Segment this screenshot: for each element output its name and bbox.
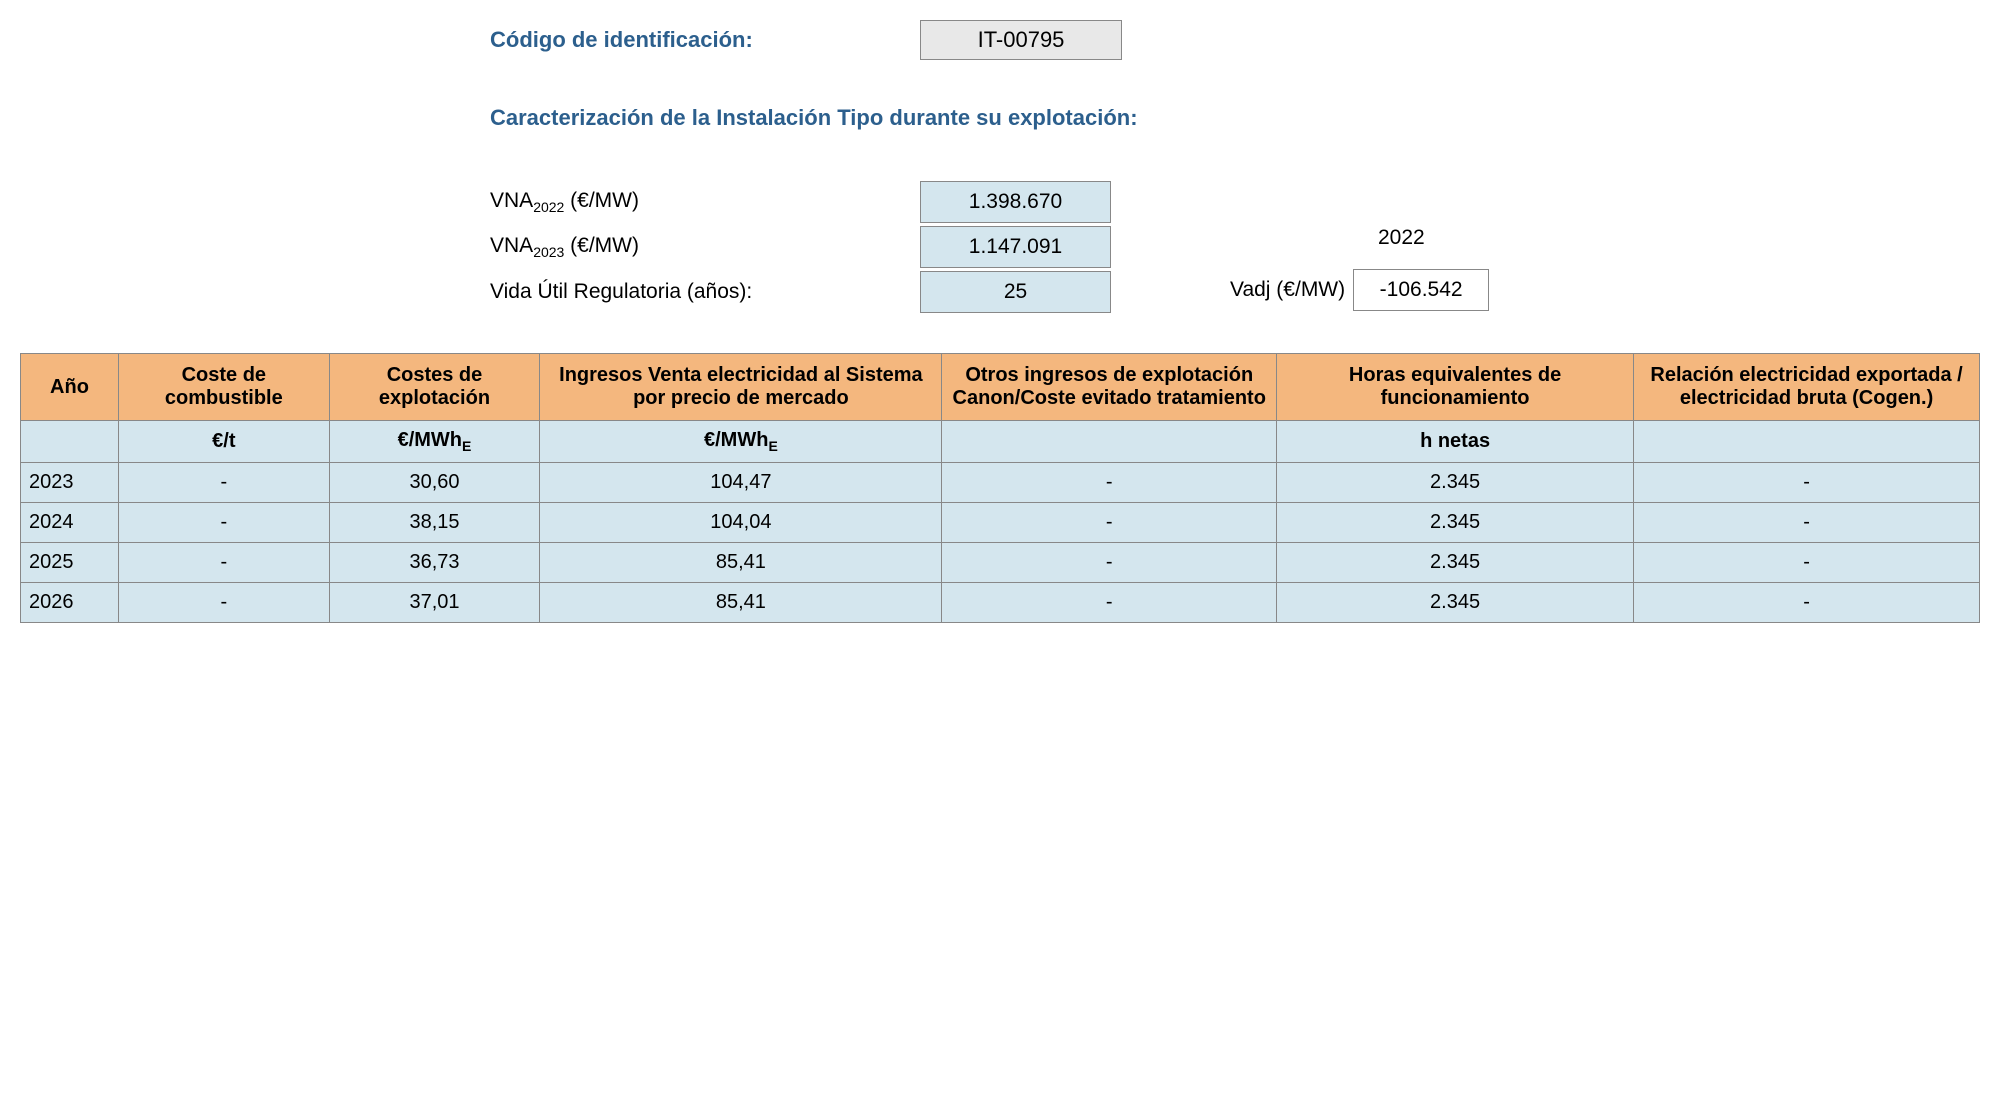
cell-ingresos: 104,04 — [540, 503, 942, 543]
cell-horas: 2.345 — [1277, 463, 1634, 503]
cell-otros: - — [942, 583, 1277, 623]
vna2023-value: 1.147.091 — [920, 226, 1111, 268]
param-rows: VNA2022 (€/MW) 1.398.670 VNA2023 (€/MW) … — [490, 181, 1980, 313]
cell-ano: 2025 — [21, 543, 119, 583]
cell-combustible: - — [119, 583, 330, 623]
vna2022-label: VNA2022 (€/MW) — [490, 189, 920, 215]
cell-relacion: - — [1634, 583, 1980, 623]
units-relacion — [1634, 421, 1980, 463]
vna2022-row: VNA2022 (€/MW) 1.398.670 — [490, 181, 1980, 223]
cell-horas: 2.345 — [1277, 503, 1634, 543]
table-row: 2023-30,60104,47-2.345- — [21, 463, 1980, 503]
units-combustible: €/t — [119, 421, 330, 463]
cell-relacion: - — [1634, 503, 1980, 543]
cell-combustible: - — [119, 543, 330, 583]
cell-otros: - — [942, 503, 1277, 543]
document-container: Código de identificación: IT-00795 Carac… — [20, 20, 1980, 623]
cell-costes: 36,73 — [329, 543, 540, 583]
header-row: Año Coste de combustible Costes de explo… — [21, 354, 1980, 421]
vida-label: Vida Útil Regulatoria (años): — [490, 280, 920, 304]
data-table: Año Coste de combustible Costes de explo… — [20, 353, 1980, 623]
cell-ano: 2026 — [21, 583, 119, 623]
table-row: 2025-36,7385,41-2.345- — [21, 543, 1980, 583]
cell-horas: 2.345 — [1277, 583, 1634, 623]
th-combustible: Coste de combustible — [119, 354, 330, 421]
year-label: 2022 — [1378, 226, 1425, 250]
vna2023-sub: 2023 — [533, 244, 564, 260]
units-otros — [942, 421, 1277, 463]
table-body: €/t€/MWhE€/MWhEh netas2023-30,60104,47-2… — [21, 421, 1980, 623]
table-header: Año Coste de combustible Costes de explo… — [21, 354, 1980, 421]
cell-otros: - — [942, 543, 1277, 583]
table-row: 2024-38,15104,04-2.345- — [21, 503, 1980, 543]
vadj-row: Vadj (€/MW) -106.542 — [1230, 269, 1489, 311]
vida-value: 25 — [920, 271, 1111, 313]
cell-ingresos: 104,47 — [540, 463, 942, 503]
cell-costes: 38,15 — [329, 503, 540, 543]
cell-ano: 2024 — [21, 503, 119, 543]
units-ano — [21, 421, 119, 463]
cell-costes: 30,60 — [329, 463, 540, 503]
cell-costes: 37,01 — [329, 583, 540, 623]
vna2023-prefix: VNA — [490, 234, 533, 257]
units-row: €/t€/MWhE€/MWhEh netas — [21, 421, 1980, 463]
vna2023-unit: (€/MW) — [564, 234, 639, 257]
id-row: Código de identificación: IT-00795 — [490, 20, 1980, 60]
units-horas: h netas — [1277, 421, 1634, 463]
cell-relacion: - — [1634, 463, 1980, 503]
cell-ano: 2023 — [21, 463, 119, 503]
vadj-value: -106.542 — [1353, 269, 1489, 311]
header-section: Código de identificación: IT-00795 Carac… — [490, 20, 1980, 313]
th-ingresos: Ingresos Venta electricidad al Sistema p… — [540, 354, 942, 421]
th-horas: Horas equivalentes de funcionamiento — [1277, 354, 1634, 421]
vna2022-value: 1.398.670 — [920, 181, 1111, 223]
vna2022-sub: 2022 — [533, 199, 564, 215]
units-ingresos: €/MWhE — [540, 421, 942, 463]
units-costes: €/MWhE — [329, 421, 540, 463]
section-title: Caracterización de la Instalación Tipo d… — [490, 105, 1980, 131]
vadj-label: Vadj (€/MW) — [1230, 278, 1345, 302]
vna2022-prefix: VNA — [490, 189, 533, 212]
id-label: Código de identificación: — [490, 27, 920, 53]
cell-ingresos: 85,41 — [540, 543, 942, 583]
table-row: 2026-37,0185,41-2.345- — [21, 583, 1980, 623]
cell-horas: 2.345 — [1277, 543, 1634, 583]
cell-relacion: - — [1634, 543, 1980, 583]
th-costes: Costes de explotación — [329, 354, 540, 421]
cell-combustible: - — [119, 503, 330, 543]
vna2023-row: VNA2023 (€/MW) 1.147.091 — [490, 226, 1980, 268]
th-relacion: Relación electricidad exportada / electr… — [1634, 354, 1980, 421]
cell-combustible: - — [119, 463, 330, 503]
vna2022-unit: (€/MW) — [564, 189, 639, 212]
cell-otros: - — [942, 463, 1277, 503]
vna2023-label: VNA2023 (€/MW) — [490, 234, 920, 260]
id-value-box: IT-00795 — [920, 20, 1122, 60]
th-otros: Otros ingresos de explotación Canon/Cost… — [942, 354, 1277, 421]
cell-ingresos: 85,41 — [540, 583, 942, 623]
th-ano: Año — [21, 354, 119, 421]
